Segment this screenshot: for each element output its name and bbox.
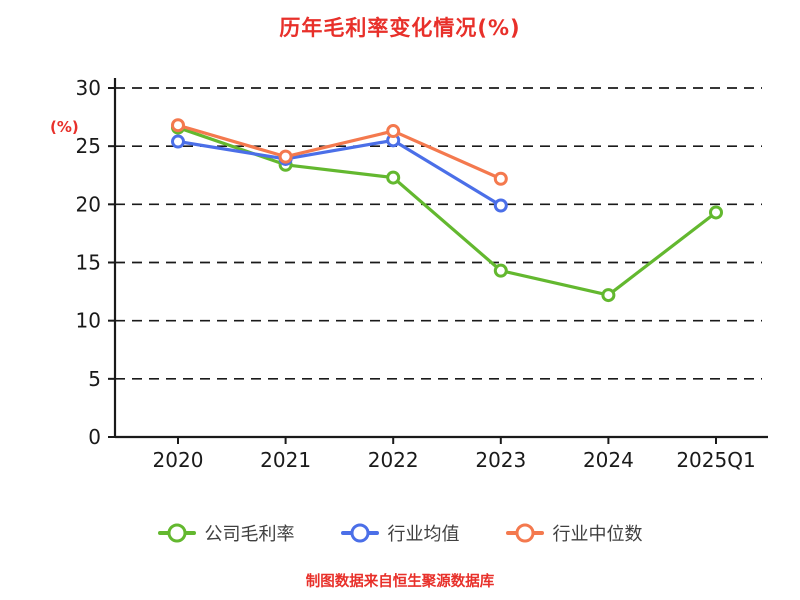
y-tick-label: 15: [76, 251, 101, 275]
series-line: [176, 125, 718, 297]
series-marker: [386, 124, 401, 139]
series-marker: [171, 118, 185, 133]
chart-legend: 公司毛利率 行业均值 行业中位数: [0, 520, 800, 546]
y-tick-label: 20: [76, 192, 101, 216]
series-marker: [601, 288, 616, 303]
x-tick-label: 2021: [260, 448, 311, 472]
y-tick-label: 25: [76, 134, 101, 158]
legend-item: 行业中位数: [505, 520, 643, 546]
legend-marker-ring-icon: [350, 523, 369, 543]
x-tick-label: 2023: [475, 448, 526, 472]
series-marker: [171, 134, 185, 149]
data-source-note: 制图数据来自恒生聚源数据库: [305, 574, 495, 590]
legend-label: 公司毛利率: [204, 524, 295, 545]
legend-marker-ring-icon: [167, 523, 186, 543]
chart-title: 历年毛利率变化情况(%): [279, 16, 521, 40]
legend-label: 行业中位数: [552, 524, 643, 545]
y-tick-label: 5: [88, 367, 101, 391]
legend-item: 行业均值: [340, 520, 460, 546]
series-marker: [493, 198, 508, 213]
x-tick-label: 2024: [583, 448, 634, 472]
series-marker: [493, 263, 508, 278]
series-line: [176, 138, 503, 208]
legend-label: 行业均值: [387, 524, 460, 545]
legend-marker-line: [505, 523, 544, 543]
series-marker: [493, 171, 508, 186]
legend-item: 公司毛利率: [157, 520, 295, 546]
series-marker: [709, 205, 723, 220]
y-tick-label: 30: [76, 76, 101, 100]
x-tick-label: 2020: [153, 448, 204, 472]
series-marker: [386, 170, 401, 185]
legend-marker-line: [340, 523, 379, 543]
series-line: [176, 123, 503, 181]
y-axis-unit-label: (%): [50, 118, 79, 136]
y-tick-label: 0: [88, 425, 101, 449]
series-marker: [278, 149, 293, 164]
legend-marker-line: [157, 523, 196, 543]
x-tick-label: 2022: [368, 448, 419, 472]
x-tick-label: 2025Q1: [676, 448, 755, 472]
legend-marker-ring-icon: [515, 523, 534, 543]
y-tick-label: 10: [76, 309, 101, 333]
